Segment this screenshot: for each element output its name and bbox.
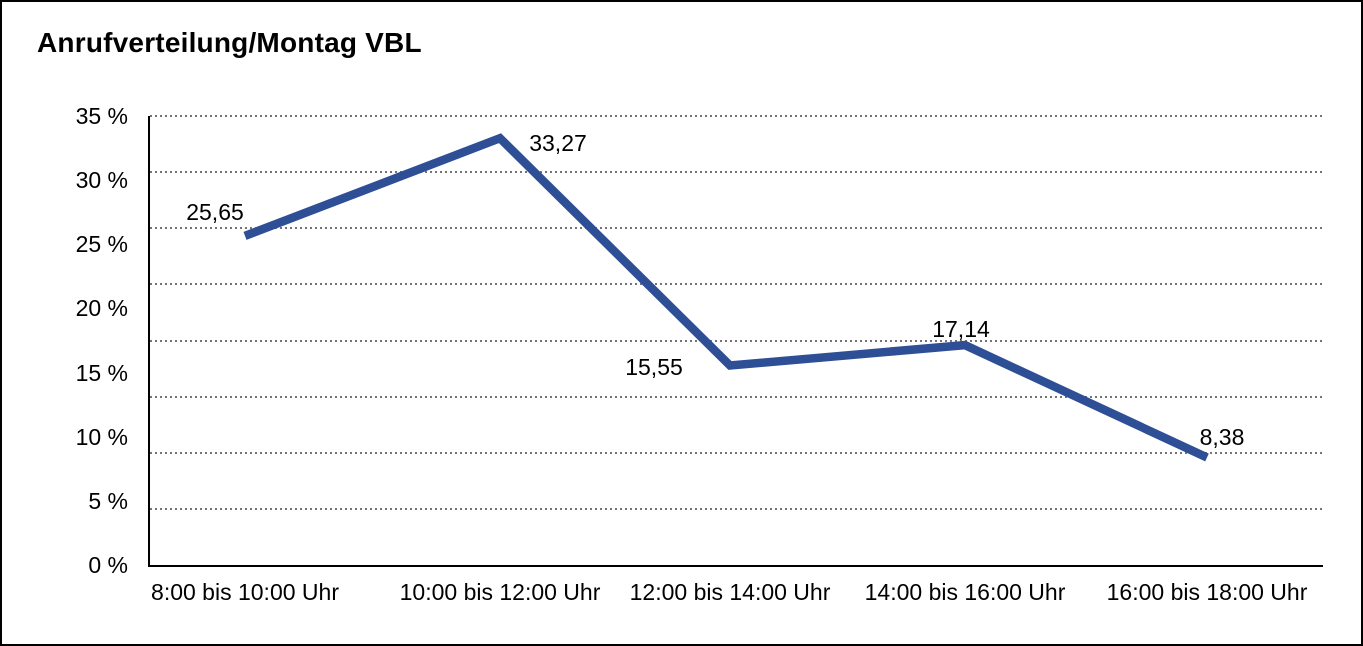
gridline <box>150 395 1323 398</box>
y-axis-line <box>148 116 150 567</box>
y-tick-label: 15 % <box>75 359 128 386</box>
gridline <box>150 339 1323 342</box>
y-tick-label: 30 % <box>75 167 128 194</box>
data-point-label: 8,38 <box>1199 424 1245 451</box>
data-point-label: 15,55 <box>625 353 683 380</box>
line-series <box>243 133 1209 462</box>
data-point-label: 25,65 <box>186 198 244 225</box>
x-tick-label: 10:00 bis 12:00 Uhr <box>399 579 601 605</box>
gridline <box>150 115 1323 117</box>
gridline <box>150 451 1323 454</box>
y-tick-label: 20 % <box>75 295 128 322</box>
chart-title: Anrufverteilung/Montag VBL <box>37 27 422 58</box>
y-tick-label: 10 % <box>75 423 128 450</box>
plot-area: 35 % 30 % 25 % 20 % 15 % 10 % 5 % 0 % 8:00 bis 1… <box>76 103 1323 605</box>
y-tick-label: 5 % <box>88 487 128 514</box>
gridline <box>150 507 1323 510</box>
x-axis-line <box>148 565 1323 567</box>
data-point-label: 17,14 <box>932 316 990 343</box>
y-tick-label: 0 % <box>88 552 128 578</box>
data-point-label: 33,27 <box>529 130 587 157</box>
gridline <box>150 227 1323 230</box>
x-tick-label: 14:00 bis 16:00 Uhr <box>864 579 1066 605</box>
y-tick-label: 35 % <box>75 103 128 129</box>
x-tick-label: 12:00 bis 14:00 Uhr <box>629 579 831 605</box>
data-line <box>243 133 1209 462</box>
x-tick-label: 8:00 bis 10:00 Uhr <box>151 579 339 605</box>
y-tick-label: 25 % <box>75 231 128 258</box>
gridline <box>150 283 1323 286</box>
gridline <box>150 171 1323 174</box>
x-tick-label: 16:00 bis 18:00 Uhr <box>1106 579 1308 605</box>
